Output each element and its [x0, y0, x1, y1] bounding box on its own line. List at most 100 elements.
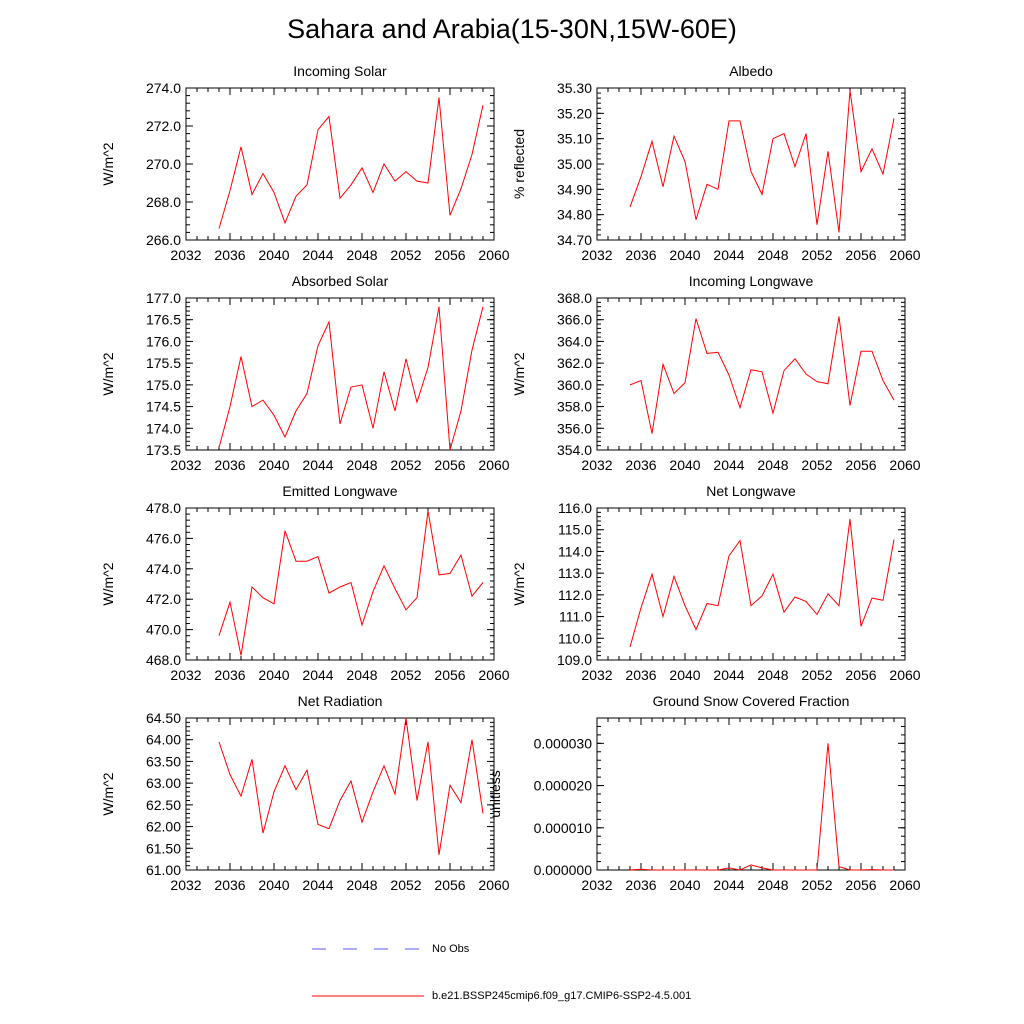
series-line: [218, 717, 484, 855]
y-tick-label: 176.5: [146, 312, 181, 328]
x-tick-label: 2040: [669, 667, 700, 683]
x-tick-label: 2060: [889, 247, 920, 263]
y-tick-label: 35.20: [557, 105, 592, 121]
y-tick-label: 110.0: [558, 630, 592, 646]
plot-frame: [185, 507, 495, 661]
x-tick-label: 2056: [434, 247, 465, 263]
x-tick-label: 2044: [713, 667, 744, 683]
chart-panel-8: Ground Snow Covered Fraction unitless 2032…: [487, 693, 921, 893]
x-tick-label: 2036: [625, 247, 656, 263]
panel-title: Emitted Longwave: [282, 483, 397, 499]
y-tick-label: 368.0: [557, 290, 592, 306]
panel-title: Ground Snow Covered Fraction: [653, 693, 850, 709]
x-tick-label: 2044: [302, 457, 333, 473]
x-tick-label: 2044: [713, 457, 744, 473]
x-tick-label: 2052: [390, 247, 421, 263]
y-tick-label: 63.00: [146, 775, 181, 791]
y-tick-label: 113.0: [558, 565, 592, 581]
y-tick-label: 356.0: [557, 420, 592, 436]
x-tick-label: 2036: [214, 667, 245, 683]
x-tick-label: 2056: [845, 457, 876, 473]
x-tick-label: 2052: [801, 667, 832, 683]
y-tick-label: 174.5: [146, 399, 181, 415]
x-tick-label: 2052: [801, 877, 832, 893]
x-tick-label: 2048: [757, 667, 788, 683]
y-tick-label: 35.10: [557, 131, 592, 147]
chart-panel-1: Incoming Solar W/m^2 2032 2036 2040 2044 2048 2…: [100, 63, 510, 263]
y-tick-label: 62.00: [146, 819, 181, 835]
x-tick-label: 2040: [669, 457, 700, 473]
y-tick-label: 272.0: [146, 118, 181, 134]
x-tick-label: 2040: [258, 877, 289, 893]
series-line: [218, 510, 484, 656]
x-tick-label: 2060: [889, 877, 920, 893]
y-tick-label: 112.0: [558, 587, 592, 603]
y-tick-label: 111.0: [559, 609, 592, 625]
legend-obs-label: No Obs: [432, 943, 470, 955]
chart-panel-6: Net Longwave W/m^2 2032 2036 2040 2044 2048 205…: [511, 483, 921, 683]
x-tick-label: 2048: [757, 247, 788, 263]
y-axis-label: W/m^2: [100, 772, 116, 815]
y-tick-label: 115.0: [558, 522, 592, 538]
plot-frame: [596, 87, 906, 241]
y-tick-label: 468.0: [146, 652, 181, 668]
x-tick-label: 2044: [302, 247, 333, 263]
y-tick-label: 0.000000: [534, 862, 593, 878]
y-tick-label: 478.0: [146, 500, 181, 516]
x-tick-label: 2036: [214, 247, 245, 263]
plot-frame: [185, 87, 495, 241]
y-tick-label: 0.000030: [534, 735, 593, 751]
x-tick-label: 2036: [625, 667, 656, 683]
chart-panel-3: Absorbed Solar W/m^2 2032 2036 2040 2044 2048 2…: [100, 273, 510, 473]
x-tick-label: 2052: [801, 457, 832, 473]
y-axis-label: unitless: [487, 770, 503, 817]
x-tick-label: 2036: [214, 457, 245, 473]
x-tick-label: 2056: [845, 877, 876, 893]
x-tick-label: 2032: [170, 457, 201, 473]
y-tick-label: 64.50: [146, 710, 181, 726]
y-tick-label: 116.0: [558, 500, 592, 516]
y-tick-label: 173.5: [146, 442, 181, 458]
x-tick-label: 2044: [713, 877, 744, 893]
x-tick-label: 2048: [757, 877, 788, 893]
plot-frame: [596, 717, 906, 871]
series-line: [218, 97, 484, 229]
panel-title: Incoming Longwave: [689, 273, 814, 289]
x-tick-label: 2032: [170, 667, 201, 683]
y-tick-label: 62.50: [146, 797, 181, 813]
x-tick-label: 2032: [581, 247, 612, 263]
y-tick-label: 64.00: [146, 732, 181, 748]
x-tick-label: 2044: [713, 247, 744, 263]
x-tick-label: 2048: [346, 457, 377, 473]
y-tick-label: 364.0: [557, 333, 592, 349]
x-tick-label: 2052: [390, 877, 421, 893]
x-tick-label: 2036: [625, 877, 656, 893]
y-axis-label: W/m^2: [100, 562, 116, 605]
x-tick-label: 2032: [581, 457, 612, 473]
panel-title: Albedo: [729, 63, 773, 79]
x-tick-label: 2032: [170, 877, 201, 893]
y-axis-label: W/m^2: [100, 142, 116, 185]
x-tick-label: 2032: [581, 667, 612, 683]
y-tick-label: 34.90: [557, 181, 592, 197]
y-tick-label: 360.0: [557, 377, 592, 393]
y-axis-label: W/m^2: [100, 352, 116, 395]
series-line: [629, 518, 895, 648]
chart-panel-5: Emitted Longwave W/m^2 2032 2036 2040 2044 204…: [100, 483, 510, 683]
y-tick-label: 266.0: [146, 232, 181, 248]
x-tick-label: 2056: [845, 247, 876, 263]
x-tick-label: 2040: [258, 247, 289, 263]
page-title: Sahara and Arabia(15-30N,15W-60E): [287, 14, 737, 44]
y-tick-label: 268.0: [146, 194, 181, 210]
y-tick-label: 61.50: [146, 840, 181, 856]
y-tick-label: 34.80: [557, 207, 592, 223]
chart-panel-2: Albedo % reflected 2032 2036 2040 2044 2048 205…: [511, 63, 921, 263]
y-tick-label: 176.0: [146, 333, 181, 349]
y-tick-label: 109.0: [557, 652, 592, 668]
chart-panel-4: Incoming Longwave W/m^2 2032 2036 2040 2044 20…: [511, 273, 921, 473]
y-tick-label: 358.0: [557, 399, 592, 415]
panel-title: Absorbed Solar: [292, 273, 389, 289]
x-tick-label: 2048: [346, 667, 377, 683]
plot-frame: [185, 717, 495, 871]
x-tick-label: 2036: [214, 877, 245, 893]
